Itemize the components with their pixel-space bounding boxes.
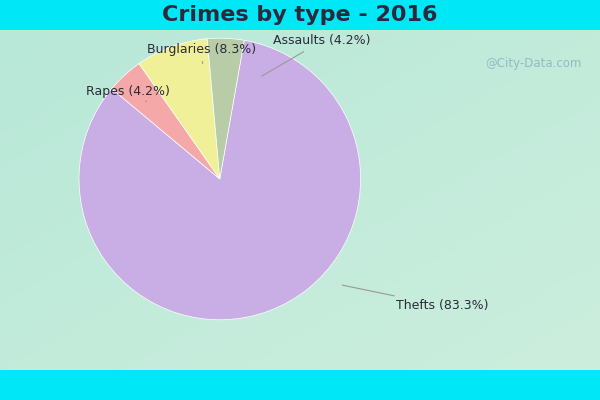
Wedge shape xyxy=(79,40,361,320)
Wedge shape xyxy=(207,38,244,179)
Wedge shape xyxy=(139,39,220,179)
Text: Assaults (4.2%): Assaults (4.2%) xyxy=(262,34,371,76)
Text: Thefts (83.3%): Thefts (83.3%) xyxy=(342,285,488,312)
Text: @City-Data.com: @City-Data.com xyxy=(485,57,582,70)
Text: Crimes by type - 2016: Crimes by type - 2016 xyxy=(162,5,438,25)
Text: Rapes (4.2%): Rapes (4.2%) xyxy=(86,85,170,102)
Wedge shape xyxy=(112,64,220,179)
Text: Burglaries (8.3%): Burglaries (8.3%) xyxy=(146,43,256,64)
